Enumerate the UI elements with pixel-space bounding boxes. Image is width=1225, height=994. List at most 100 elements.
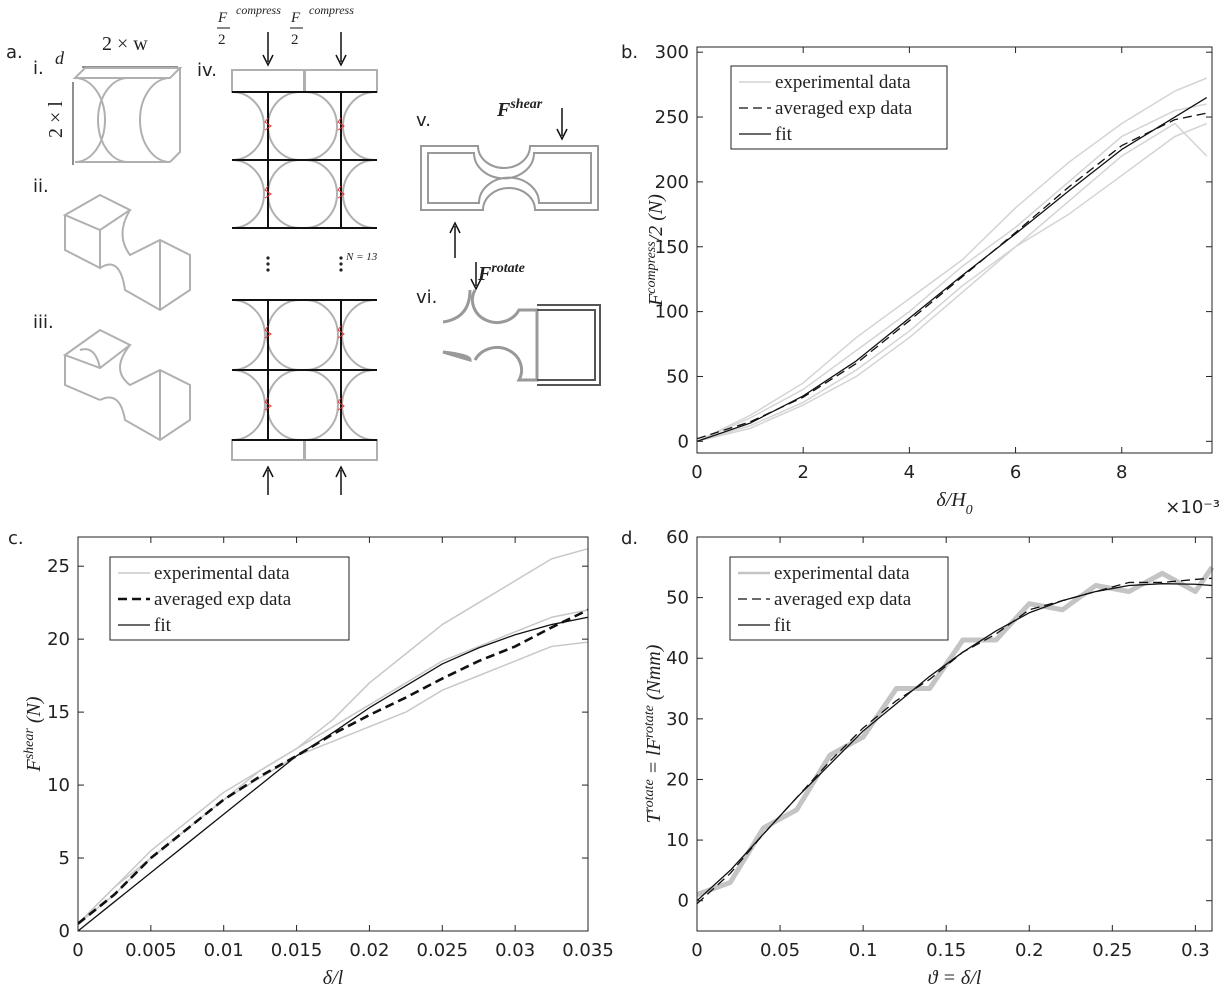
series-line — [77, 608, 589, 925]
force-shear: Fshear — [496, 97, 543, 121]
panel-label: d. — [621, 528, 638, 549]
legend-label: experimental data — [154, 563, 290, 584]
x-tick-label: 0.03 — [495, 940, 535, 961]
label-part: /2 (N) — [645, 194, 667, 243]
series-line — [696, 583, 1213, 902]
label-part: shear — [22, 728, 37, 760]
x-tick-label: 0 — [691, 940, 702, 961]
panel-label: a. — [6, 42, 23, 63]
x-axis-label: δ/H0 — [936, 489, 972, 518]
rotate-sketch — [442, 289, 539, 382]
x-tick-label: 0.05 — [760, 940, 800, 961]
series-line — [696, 112, 1207, 440]
x-tick-label: 0.02 — [349, 940, 389, 961]
y-tick-label: 40 — [666, 648, 689, 669]
y-axis-label: Fcompress/2 (N) — [644, 194, 668, 307]
x-axis-label: δ/l — [323, 967, 344, 989]
x-tick-label: 8 — [1116, 462, 1127, 483]
x-tick-label: 0.025 — [417, 940, 469, 961]
panel-label: c. — [8, 528, 24, 549]
legend-label: fit — [154, 615, 172, 636]
length-label: 2 × l — [45, 101, 67, 138]
series-line — [77, 641, 589, 925]
x-tick-label: 6 — [1010, 462, 1021, 483]
force-superscript: shear — [509, 97, 542, 112]
label-part: rotate — [642, 779, 657, 812]
force-denominator: 2 — [291, 32, 299, 48]
y-tick-label: 100 — [655, 302, 689, 323]
x-tick-label: 0.015 — [271, 940, 323, 961]
x-tick-label: 2 — [797, 462, 808, 483]
x-tick-label: 0.25 — [1092, 940, 1132, 961]
label-part: = lF — [643, 737, 665, 779]
legend-box — [109, 556, 350, 641]
series-line — [77, 616, 589, 932]
force-superscript: rotate — [491, 261, 524, 276]
label-part: rotate — [642, 705, 657, 738]
force-symbol: F — [217, 10, 228, 26]
block-sketch — [62, 328, 191, 442]
sub-label: i. — [33, 58, 44, 79]
legend-label: fit — [775, 124, 793, 145]
force-rotate: Frotate — [477, 261, 525, 285]
axes-box — [77, 536, 589, 932]
legend-label: averaged exp data — [775, 98, 913, 119]
force-symbol: F — [496, 99, 511, 121]
label-part: T — [643, 810, 665, 823]
width-label: 2 × w — [102, 33, 148, 55]
x-tick-label: 0.15 — [926, 940, 966, 961]
y-tick-label: 10 — [666, 830, 689, 851]
series-line — [696, 122, 1207, 443]
y-tick-label: 0 — [59, 921, 70, 942]
panel-a: a. i. ii. iii. iv. v. vi. d 2 × w 2 × l … — [6, 3, 601, 495]
x-tick-label: 0.01 — [204, 940, 244, 961]
y-tick-label: 20 — [666, 769, 689, 790]
force-compress: F 2 compress F 2 compress — [217, 3, 354, 48]
force-symbol: F — [290, 10, 301, 26]
label-part: δ/H — [936, 489, 967, 511]
y-tick-label: 0 — [678, 431, 689, 452]
chart: d. 0 10 20 30 40 50 60 0 0.05 0.1 0.15 0.2 0.25 0.3 ϑ =… — [621, 527, 1215, 989]
legend-label: averaged exp data — [774, 589, 912, 610]
axes-box — [696, 46, 1213, 454]
x-tick-label: 0 — [691, 462, 702, 483]
y-tick-label: 30 — [666, 709, 689, 730]
cell-sketch — [72, 67, 183, 163]
x-tick-label: 4 — [904, 462, 915, 483]
force-superscript: compress — [309, 3, 354, 17]
label-part: compress — [644, 241, 659, 294]
force-arrow — [449, 108, 568, 258]
sub-label: iii. — [33, 312, 54, 333]
series-line — [696, 122, 1208, 443]
label-part: δ/l — [323, 967, 344, 989]
force-denominator: 2 — [218, 32, 226, 48]
label-part: (Nmm) — [643, 644, 665, 705]
force-arrow — [470, 262, 482, 291]
sub-label: iv. — [197, 60, 217, 81]
legend-label: experimental data — [775, 72, 911, 93]
sub-label: v. — [416, 110, 431, 131]
force-superscript: compress — [236, 3, 281, 17]
block-sketch — [62, 193, 191, 312]
x-tick-label: 0.1 — [849, 940, 878, 961]
y-tick-label: 25 — [47, 556, 70, 577]
y-tick-label: 10 — [47, 775, 70, 796]
x-tick-label: 0.035 — [562, 940, 614, 961]
label-part: F — [645, 293, 667, 307]
legend-label: fit — [774, 615, 792, 636]
label-part: F — [23, 759, 45, 773]
y-tick-label: 200 — [655, 172, 689, 193]
label-part: ϑ = δ/l — [928, 967, 982, 989]
y-tick-label: 50 — [666, 366, 689, 387]
series-line — [77, 547, 589, 925]
x-tick-label: 0.3 — [1181, 940, 1210, 961]
series-line — [696, 97, 1208, 442]
shear-sketch — [420, 145, 599, 211]
depth-label: d — [55, 48, 65, 68]
y-tick-label: 5 — [59, 848, 70, 869]
y-tick-label: 0 — [678, 891, 689, 912]
y-tick-label: 60 — [666, 527, 689, 548]
